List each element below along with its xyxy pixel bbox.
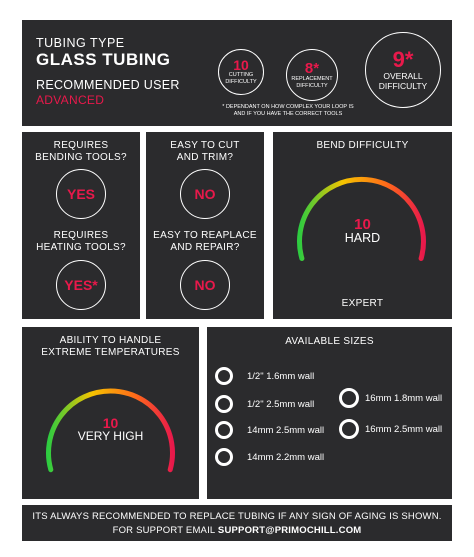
overall-difficulty-badge: 9* OVERALL DIFFICULTY xyxy=(365,32,441,108)
temperature-arc xyxy=(46,388,175,473)
size-ring-icon xyxy=(339,388,359,408)
header-panel: TUBING TYPE GLASS TUBING RECOMMENDED USE… xyxy=(22,20,452,126)
size-label: 16mm 2.5mm wall xyxy=(365,424,443,435)
temperature-gauge xyxy=(46,388,175,473)
size-label: 16mm 1.8mm wall xyxy=(365,393,443,404)
cutting-difficulty-badge: 10 CUTTING DIFFICULTY xyxy=(218,49,264,95)
size-ring-icon xyxy=(215,367,233,385)
bend-difficulty-title: BEND DIFFICULTY xyxy=(316,140,409,151)
temperature-word: VERY HIGH xyxy=(77,429,144,443)
bend-difficulty-gauge xyxy=(297,177,426,261)
size-ring-icon xyxy=(215,421,233,439)
size-ring-icon xyxy=(339,419,359,439)
temperature-value: 10 xyxy=(102,415,119,431)
bend-difficulty-level: EXPERT xyxy=(341,298,384,309)
size-label: 14mm 2.2mm wall xyxy=(247,452,325,463)
size-ring-icon xyxy=(215,448,233,466)
bending-tools-question: REQUIRES BENDING TOOLS? xyxy=(35,140,127,163)
ease-panel: EASY TO CUT AND TRIM? NO EASY TO REAPLACE… xyxy=(146,132,264,319)
heating-tools-answer: YES* xyxy=(56,260,106,310)
bend-difficulty-arc xyxy=(297,177,426,261)
bend-difficulty-word: HARD xyxy=(344,231,381,245)
size-ring-icon xyxy=(215,395,233,413)
tools-panel: REQUIRES BENDING TOOLS? YES REQUIRES HEATI… xyxy=(22,132,140,319)
recommended-user-label: RECOMMENDED USER xyxy=(36,78,180,92)
size-label: 14mm 2.5mm wall xyxy=(247,425,325,436)
replace-repair-question: EASY TO REAPLACE AND REPAIR? xyxy=(153,230,257,253)
footer-notice: ITS ALWAYS RECOMMENDED TO REPLACE TUBING… xyxy=(32,511,442,522)
recommended-user-value: ADVANCED xyxy=(36,93,105,107)
temperature-panel: ABILITY TO HANDLE EXTREME TEMPERATURES 10… xyxy=(22,327,199,499)
tubing-type-label: TUBING TYPE xyxy=(36,36,125,50)
available-sizes-title: AVAILABLE SIZES xyxy=(285,336,374,347)
temperature-title: ABILITY TO HANDLE EXTREME TEMPERATURES xyxy=(41,335,180,358)
cut-trim-answer: NO xyxy=(180,169,230,219)
bend-difficulty-panel: BEND DIFFICULTY 10 HARD EXPERT xyxy=(273,132,452,319)
replacement-difficulty-badge: 8* REPLACEMENT DIFFICULTY xyxy=(286,49,338,101)
replace-repair-answer: NO xyxy=(180,260,230,310)
footnote: * DEPENDANT ON HOW COMPLEX YOUR LOOP IS … xyxy=(222,104,354,117)
size-label: 1/2" 2.5mm wall xyxy=(247,399,315,410)
heating-tools-question: REQUIRES HEATING TOOLS? xyxy=(36,230,126,253)
page-title: GLASS TUBING xyxy=(36,50,171,69)
bend-difficulty-value: 10 xyxy=(354,216,371,233)
size-label: 1/2" 1.6mm wall xyxy=(247,371,315,382)
cut-trim-question: EASY TO CUT AND TRIM? xyxy=(170,140,240,163)
support-email-link[interactable]: SUPPORT@PRIMOCHILL.COM xyxy=(217,525,362,536)
bending-tools-answer: YES xyxy=(56,169,106,219)
footer-panel: ITS ALWAYS RECOMMENDED TO REPLACE TUBING… xyxy=(22,505,452,541)
footer-support: FOR SUPPORT EMAIL SUPPORT@PRIMOCHILL.COM xyxy=(22,525,452,536)
available-sizes-panel: AVAILABLE SIZES 1/2" 1.6mm wall 1/2" 2.5… xyxy=(207,327,452,499)
footer-support-label: FOR SUPPORT EMAIL xyxy=(112,525,216,536)
